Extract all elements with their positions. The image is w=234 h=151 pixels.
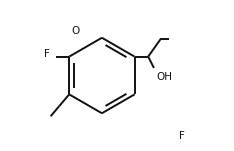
Text: F: F xyxy=(44,49,50,59)
Text: O: O xyxy=(71,26,80,36)
Text: OH: OH xyxy=(156,72,172,82)
Text: F: F xyxy=(179,131,185,141)
